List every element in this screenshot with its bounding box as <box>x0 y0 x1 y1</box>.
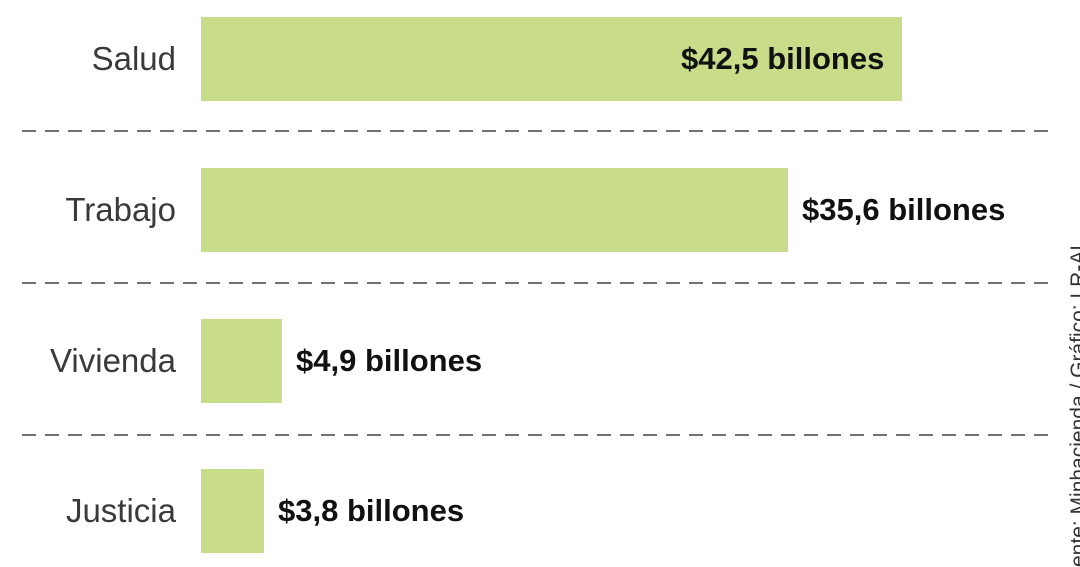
category-label-salud: Salud <box>91 40 176 77</box>
bar-salud <box>201 17 902 101</box>
value-label-salud: $42,5 billones <box>681 41 885 76</box>
category-label-vivienda: Vivienda <box>50 342 176 379</box>
source-credit: ente: Minhacienda / Gráfico: LR-AL <box>1067 238 1080 567</box>
category-label-trabajo: Trabajo <box>65 191 176 228</box>
value-label-vivienda: $4,9 billones <box>296 343 483 378</box>
value-label-trabajo: $35,6 billones <box>802 192 1006 227</box>
bar-justicia <box>201 469 264 553</box>
category-label-justicia: Justicia <box>65 492 176 529</box>
value-label-justicia: $3,8 billones <box>278 493 465 528</box>
bar-vivienda <box>201 319 282 403</box>
bar-trabajo <box>201 168 788 252</box>
